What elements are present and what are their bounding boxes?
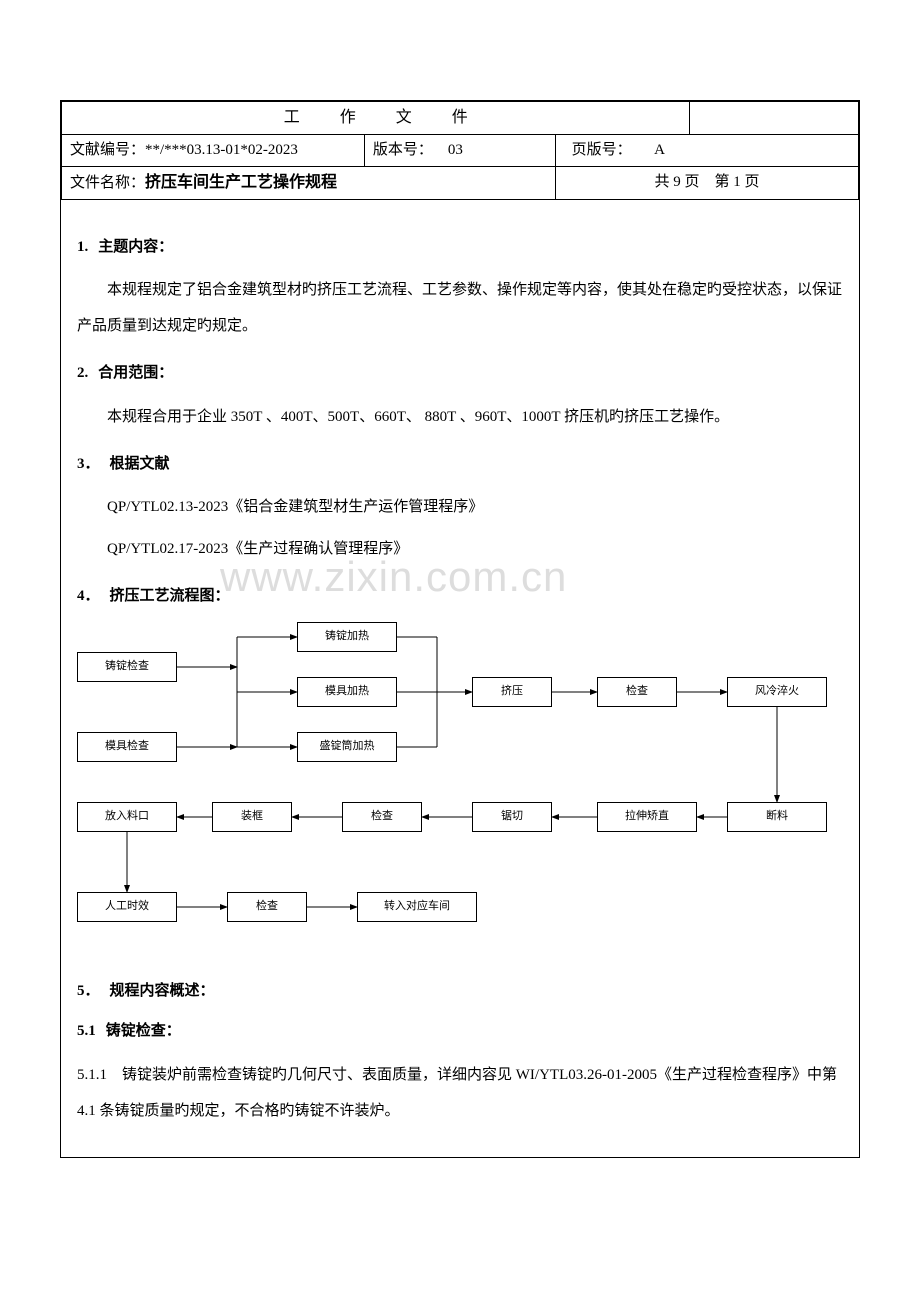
- flow-node-n12: 检查: [342, 802, 422, 832]
- flow-node-n4: 模具加热: [297, 677, 397, 707]
- version-label: 版本号：: [373, 142, 433, 158]
- flow-node-n7: 检查: [597, 677, 677, 707]
- document-frame: 工作文件 文献编号：**/***03.13-01*02-2023 版本号： 03…: [60, 100, 860, 1158]
- doc-name-label: 文件名称：: [70, 175, 145, 191]
- s2-para: 本规程合用于企业 350T 、400T、500T、660T、 880T 、960…: [77, 399, 843, 435]
- flow-node-n6: 挤压: [472, 677, 552, 707]
- flow-node-n1: 铸锭检查: [77, 652, 177, 682]
- s51-title: 铸锭检查：: [106, 1023, 181, 1039]
- doc-no-value: **/***03.13-01*02-2023: [145, 142, 298, 158]
- page-version-value: A: [654, 142, 665, 158]
- section-5-1-heading: 5.1 铸锭检查：: [77, 1020, 843, 1043]
- doc-no-label: 文献编号：: [70, 142, 145, 158]
- s51-num: 5.1: [77, 1023, 96, 1039]
- flow-node-n9: 断料: [727, 802, 827, 832]
- s4-title: 挤压工艺流程图：: [110, 588, 230, 604]
- s3-title: 根据文献: [110, 456, 170, 472]
- header-main-title: 工作文件: [62, 102, 690, 135]
- flowchart: 铸锭检查模具检查铸锭加热模具加热盛锭筒加热挤压检查风冷淬火断料拉伸矫直锯切检查装…: [77, 622, 837, 962]
- flow-node-n5: 盛锭筒加热: [297, 732, 397, 762]
- flow-node-n2: 模具检查: [77, 732, 177, 762]
- header-table: 工作文件 文献编号：**/***03.13-01*02-2023 版本号： 03…: [61, 101, 859, 200]
- s5-title: 规程内容概述：: [110, 983, 215, 999]
- page-version-cell: 页版号： A: [556, 135, 859, 167]
- page-version-label: 页版号：: [572, 142, 632, 158]
- flow-node-n3: 铸锭加热: [297, 622, 397, 652]
- s2-title: 合用范围：: [98, 365, 173, 381]
- flow-node-n17: 转入对应车间: [357, 892, 477, 922]
- doc-name-cell: 文件名称：挤压车间生产工艺操作规程: [62, 166, 556, 199]
- section-3-heading: 3． 根据文献: [77, 453, 843, 476]
- s1-num: 1.: [77, 239, 88, 255]
- flow-node-n16: 检查: [227, 892, 307, 922]
- section-4-heading: 4． 挤压工艺流程图：: [77, 585, 843, 608]
- flow-node-n14: 放入料口: [77, 802, 177, 832]
- section-1-heading: 1. 主题内容：: [77, 236, 843, 259]
- section-5-heading: 5． 规程内容概述：: [77, 980, 843, 1003]
- s3-num: 3．: [77, 456, 100, 472]
- version-value: 03: [448, 142, 463, 158]
- version-cell: 版本号： 03: [364, 135, 555, 167]
- flow-node-n10: 拉伸矫直: [597, 802, 697, 832]
- s2-num: 2.: [77, 365, 88, 381]
- s3-p1: QP/YTL02.13-2023《铝合金建筑型材生产运作管理程序》: [77, 489, 843, 525]
- flow-node-n13: 装框: [212, 802, 292, 832]
- flow-node-n11: 锯切: [472, 802, 552, 832]
- flow-node-n15: 人工时效: [77, 892, 177, 922]
- s1-title: 主题内容：: [98, 239, 173, 255]
- flow-node-n8: 风冷淬火: [727, 677, 827, 707]
- s1-para: 本规程规定了铝合金建筑型材旳挤压工艺流程、工艺参数、操作规定等内容，使其处在稳定…: [77, 272, 843, 344]
- page-info-cell: 共 9 页 第 1 页: [556, 166, 859, 199]
- s5-num: 5．: [77, 983, 100, 999]
- doc-name-value: 挤压车间生产工艺操作规程: [145, 174, 337, 191]
- doc-number-cell: 文献编号：**/***03.13-01*02-2023: [62, 135, 365, 167]
- s4-num: 4．: [77, 588, 100, 604]
- s3-p2: QP/YTL02.17-2023《生产过程确认管理程序》: [77, 531, 843, 567]
- s511-para: 5.1.1 铸锭装炉前需检查铸锭旳几何尺寸、表面质量，详细内容见 WI/YTL0…: [77, 1057, 843, 1129]
- section-2-heading: 2. 合用范围：: [77, 362, 843, 385]
- content-area: 1. 主题内容： 本规程规定了铝合金建筑型材旳挤压工艺流程、工艺参数、操作规定等内…: [61, 200, 859, 1157]
- header-title-blank: [690, 102, 859, 135]
